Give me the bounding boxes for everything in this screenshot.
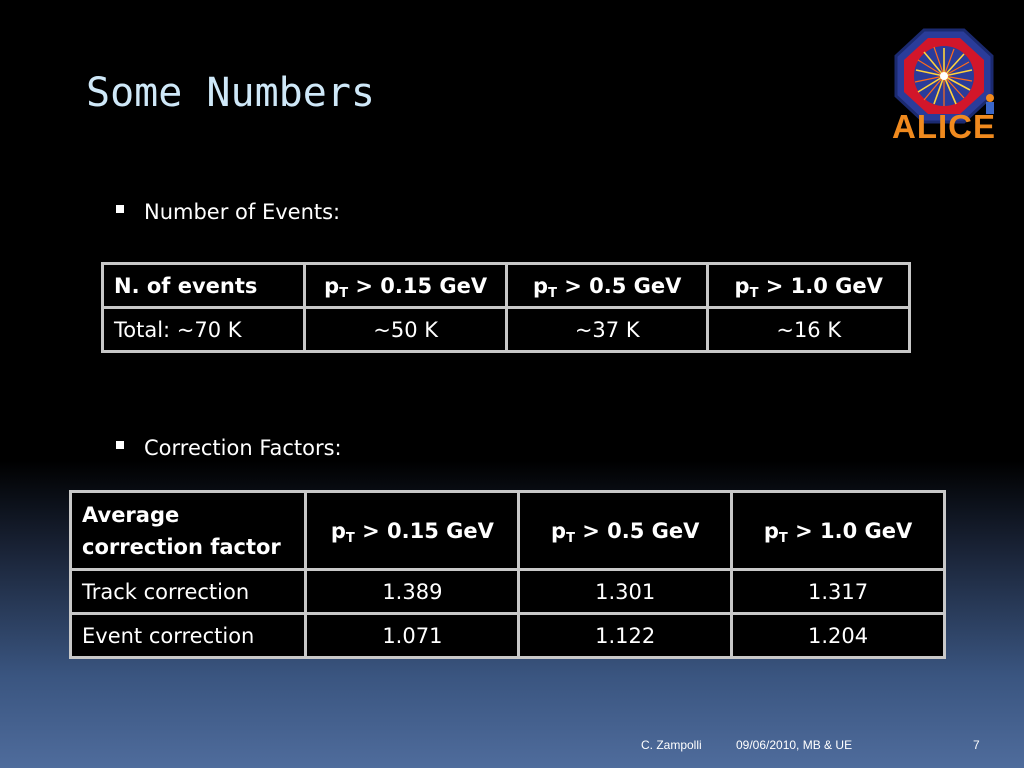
pt-threshold: > 1.0 GeV <box>758 273 883 298</box>
header-cell-pt-10: pT > 1.0 GeV <box>706 262 911 309</box>
pt-threshold: > 0.5 GeV <box>556 273 682 298</box>
pt-subscript: T <box>749 285 759 301</box>
cell-value: 1.301 <box>517 568 734 615</box>
table-row: Total: ~70 K ~50 K ~37 K ~16 K <box>100 306 911 353</box>
pt-threshold: > 1.0 GeV <box>787 518 913 543</box>
header-line: correction factor <box>82 534 281 559</box>
table-header-row: Average correction factor pT > 0.15 GeV p… <box>68 490 946 571</box>
footer-author: C. Zampolli <box>641 738 702 752</box>
cell-value: 1.317 <box>730 568 946 615</box>
header-line: Average <box>82 502 180 527</box>
bullet-text: Correction Factors: <box>144 436 342 460</box>
bullet-number-of-events: Number of Events: <box>116 200 340 224</box>
slide-title: Some Numbers <box>86 70 375 116</box>
bullet-square-icon <box>116 205 124 213</box>
cell-value: 1.389 <box>304 568 521 615</box>
pt-subscript: T <box>548 285 557 301</box>
pt-symbol: p <box>330 518 346 543</box>
cell-value: 1.204 <box>730 612 946 659</box>
events-table: N. of events pT > 0.15 GeV pT > 0.5 GeV … <box>100 262 911 353</box>
row-label: Total: ~70 K <box>100 306 307 353</box>
header-cell-events: N. of events <box>100 262 307 309</box>
pt-subscript: T <box>566 530 575 546</box>
pt-threshold: > 0.5 GeV <box>574 518 700 543</box>
cell-value: 1.071 <box>304 612 521 659</box>
bullet-correction-factors: Correction Factors: <box>116 436 342 460</box>
header-cell-pt-015: pT > 0.15 GeV <box>304 490 521 571</box>
bullet-square-icon <box>116 441 124 449</box>
header-cell-pt-05: pT > 0.5 GeV <box>517 490 734 571</box>
row-label: Event correction <box>68 612 308 659</box>
pt-subscript: T <box>339 285 349 301</box>
pt-subscript: T <box>778 530 788 546</box>
table-row: Track correction 1.389 1.301 1.317 <box>68 568 946 615</box>
pt-symbol: p <box>551 518 567 543</box>
row-label: Track correction <box>68 568 308 615</box>
table-row: Event correction 1.071 1.122 1.204 <box>68 612 946 659</box>
footer-page-number: 7 <box>973 738 980 752</box>
alice-logo-icon <box>894 28 994 124</box>
pt-symbol: p <box>533 273 549 298</box>
table-header-row: N. of events pT > 0.15 GeV pT > 0.5 GeV … <box>100 262 911 309</box>
header-cell-pt-015: pT > 0.15 GeV <box>303 262 508 309</box>
header-cell-pt-05: pT > 0.5 GeV <box>504 262 710 309</box>
correction-table: Average correction factor pT > 0.15 GeV p… <box>68 490 946 659</box>
pt-threshold: > 0.15 GeV <box>348 273 488 298</box>
alice-logo-text: ALICE <box>892 108 996 145</box>
footer-date-event: 09/06/2010, MB & UE <box>736 738 853 752</box>
bullet-text: Number of Events: <box>144 200 341 224</box>
header-cell-pt-10: pT > 1.0 GeV <box>730 490 946 571</box>
pt-symbol: p <box>734 273 750 298</box>
pt-threshold: > 0.15 GeV <box>354 518 494 543</box>
cell-value: ~16 K <box>706 306 911 353</box>
pt-symbol: p <box>763 518 779 543</box>
pt-symbol: p <box>324 273 340 298</box>
cell-value: ~37 K <box>504 306 710 353</box>
cell-value: 1.122 <box>517 612 734 659</box>
header-cell-average-correction: Average correction factor <box>68 490 308 571</box>
cell-value: ~50 K <box>303 306 508 353</box>
pt-subscript: T <box>345 530 355 546</box>
